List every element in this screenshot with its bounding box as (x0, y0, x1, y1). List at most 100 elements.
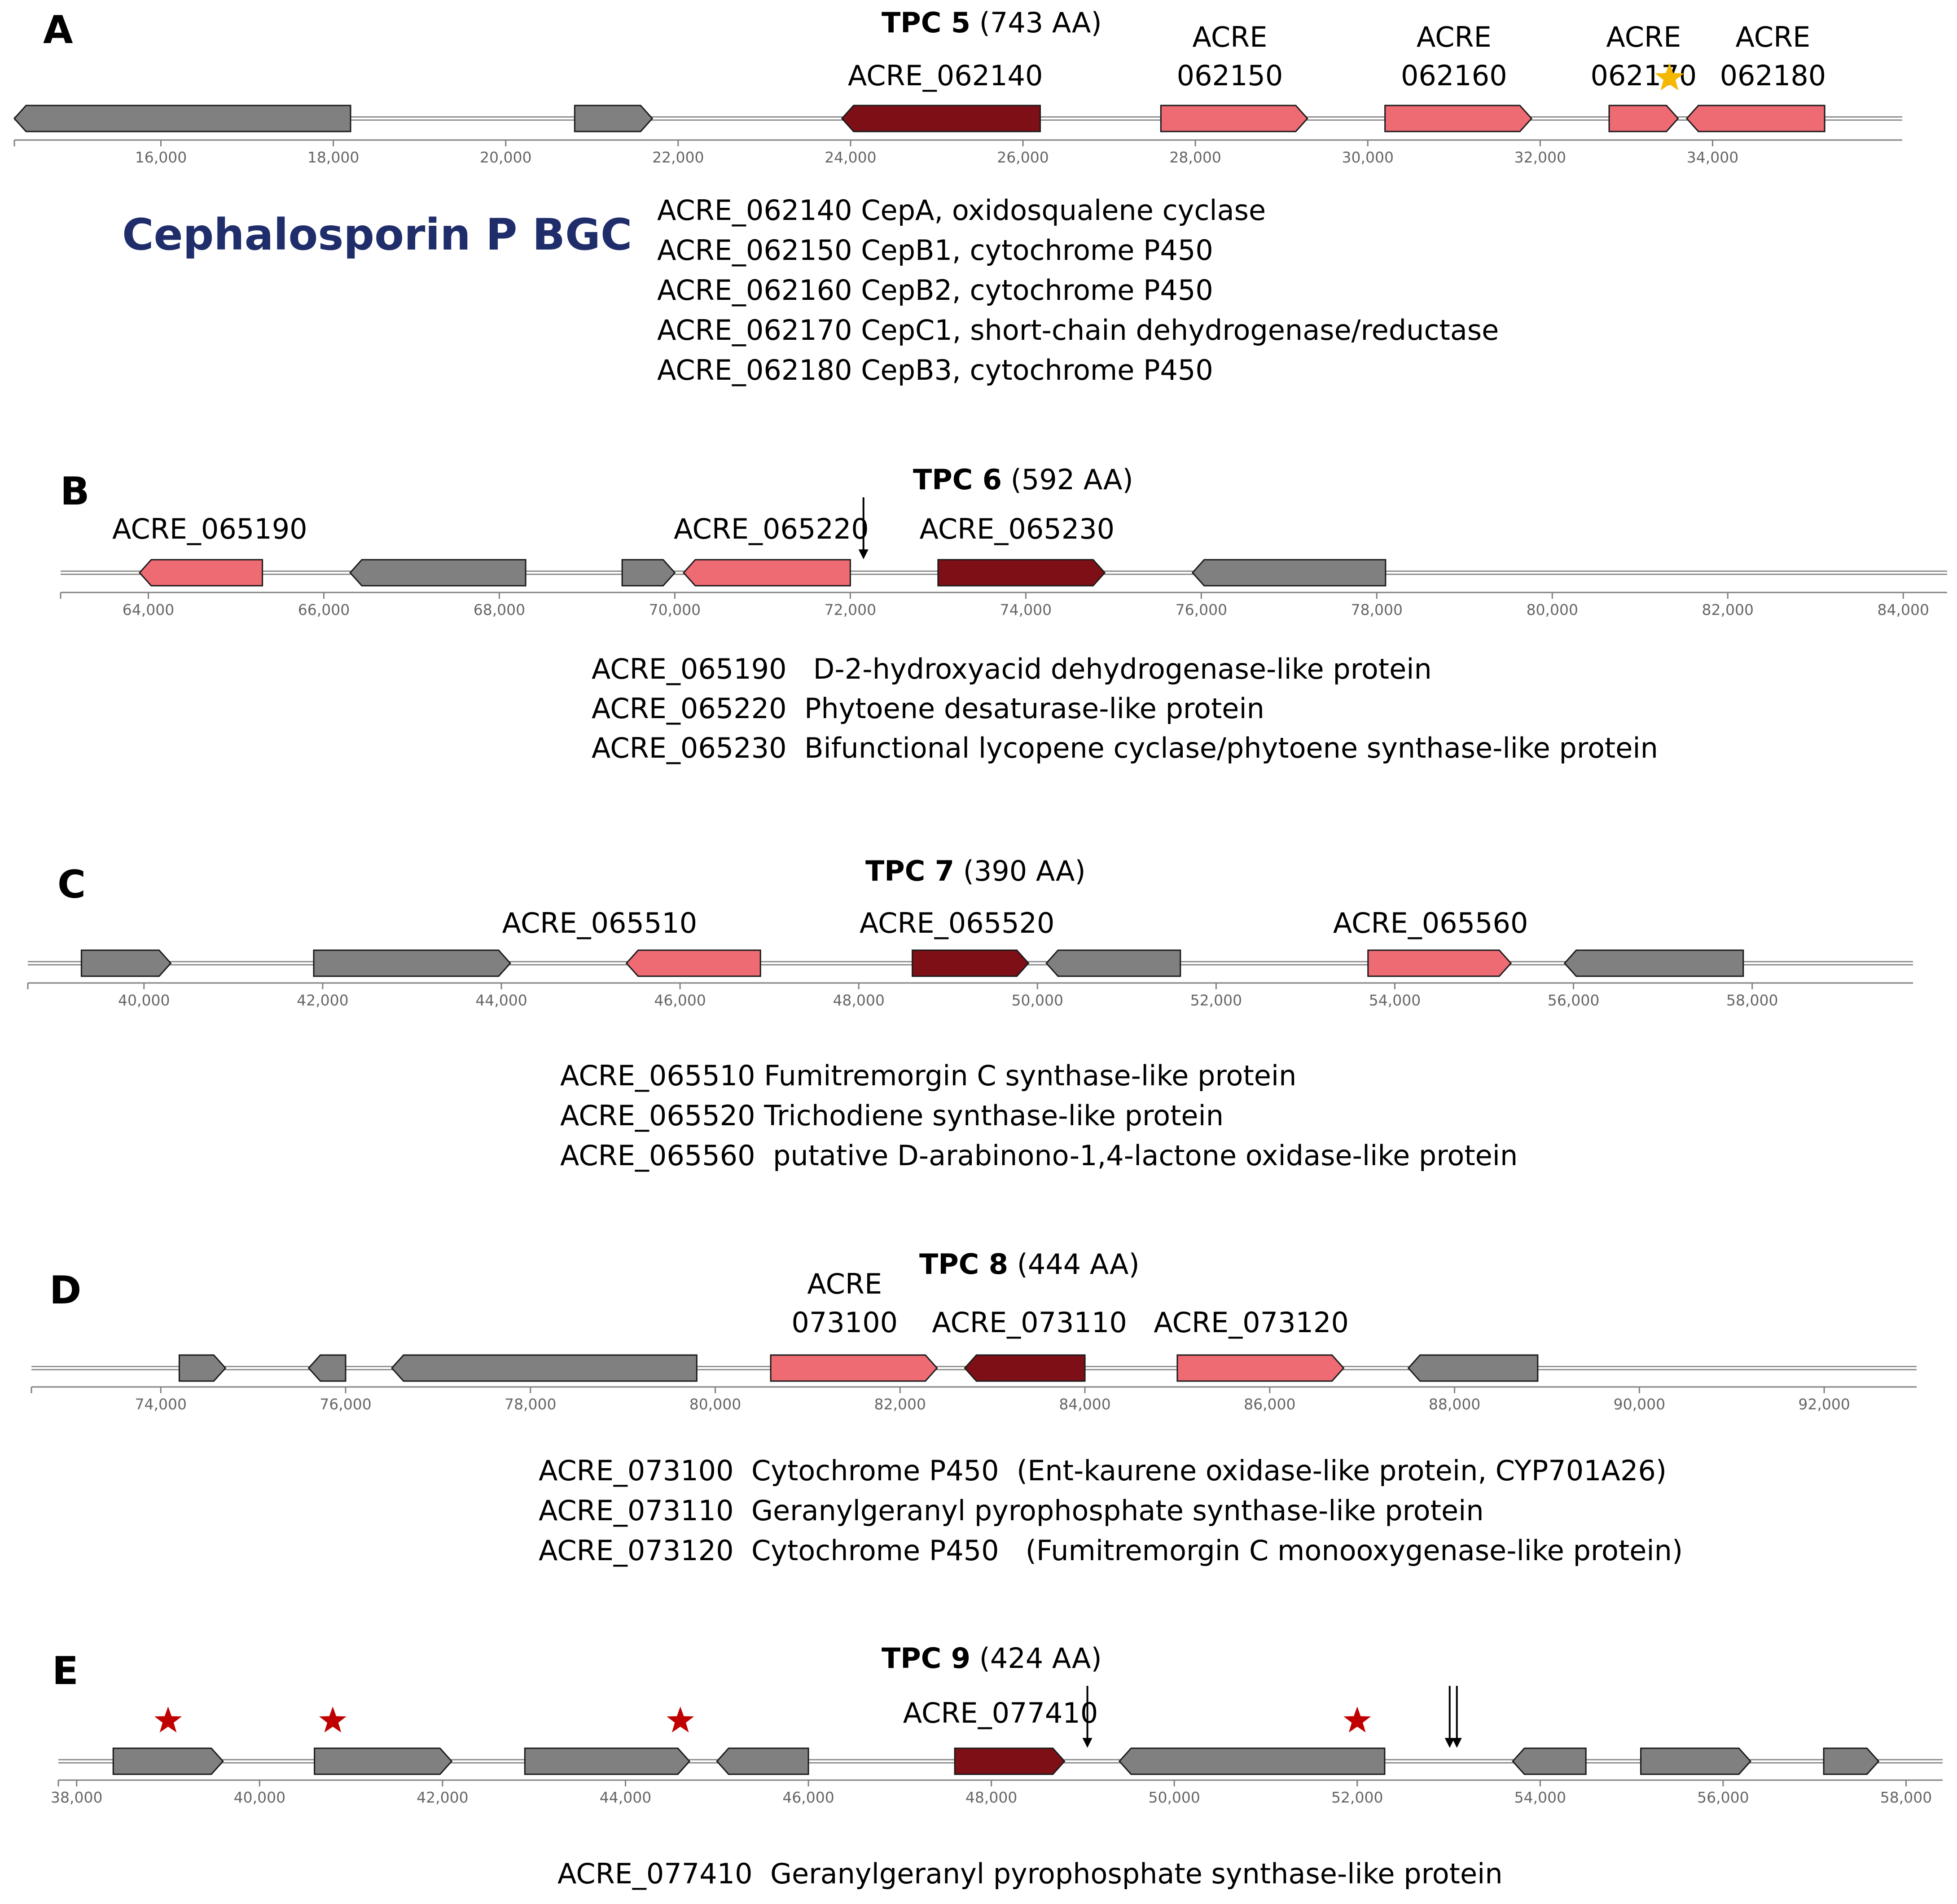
other-gene-arrow (1045, 949, 1181, 977)
axis-tick-label: 40,000 (118, 991, 170, 1009)
axis-tick-label: 50,000 (1148, 1789, 1200, 1806)
other-gene-arrow (178, 1354, 227, 1382)
axis-tick-label: 46,000 (782, 1789, 834, 1806)
arrow-head (1452, 1738, 1462, 1748)
axis-tick-label: 78,000 (505, 1395, 556, 1413)
gene-label: ACRE (1417, 21, 1492, 53)
gene-track (31, 1354, 1917, 1382)
arrow-head (858, 549, 869, 559)
gene-label: ACRE_065520 (860, 907, 1055, 939)
cluster-gene-arrow (138, 559, 263, 587)
panel-letter: C (57, 862, 86, 907)
axis-tick-label: 84,000 (1878, 601, 1929, 619)
other-gene-arrow (1823, 1747, 1880, 1775)
gene-description: ACRE_062140 CepA, oxidosqualene cyclase (657, 194, 1266, 227)
other-gene-arrow (349, 559, 527, 587)
panel-letter: E (52, 1649, 79, 1693)
axis-tick-label: 82,000 (874, 1395, 926, 1413)
gene-description: ACRE_065220 Phytoene desaturase-like pro… (592, 692, 1264, 725)
axis-tick-label: 82,000 (1702, 601, 1754, 619)
gene-labels: ACRE 073100 ACRE_073110 ACRE_073120 (791, 1268, 1348, 1339)
axis-tick-label: 44,000 (600, 1789, 651, 1806)
gene-label: ACRE_077410 (903, 1697, 1098, 1729)
axis-tick-label: 34,000 (1687, 149, 1738, 166)
axis-tick-label: 26,000 (997, 149, 1049, 166)
panel-a: A TPC 5 (743 AA) ACRE_062140 ACRE 062150 AC… (13, 6, 1902, 386)
axis-tick-label: 68,000 (474, 601, 525, 619)
tpc-size: (424 AA) (979, 1642, 1102, 1675)
axis-tick-label: 16,000 (135, 149, 187, 166)
axis-tick-label: 22,000 (652, 149, 704, 166)
other-gene-arrow (1512, 1747, 1587, 1775)
axis-tick-label: 92,000 (1798, 1395, 1850, 1413)
axis-tick-label: 42,000 (297, 991, 348, 1009)
axis-tick-label: 48,000 (833, 991, 884, 1009)
axis-tick-label: 64,000 (123, 601, 174, 619)
core-gene-arrow (937, 559, 1106, 587)
gene-description: ACRE_065560 putative D-arabinono-1,4-lac… (560, 1139, 1518, 1172)
core-gene-arrow (964, 1354, 1086, 1382)
gene-label: 062150 (1177, 59, 1283, 92)
axis-tick-label: 52,000 (1190, 991, 1242, 1009)
cluster-gene-arrow (1176, 1354, 1345, 1382)
gene-label: ACRE_065510 (502, 907, 698, 939)
gene-description: ACRE_077410 Geranylgeranyl pyrophosphate… (557, 1857, 1503, 1890)
axis-tick-label: 52,000 (1331, 1789, 1383, 1806)
gene-description: ACRE_062170 CepC1, short-chain dehydroge… (657, 314, 1499, 347)
coordinate-axis: 16,000 18,000 20,000 22,000 24,000 26,000 28,0… (13, 139, 1902, 166)
tpc-title: TPC 7 (390 AA) (865, 855, 1086, 887)
axis-tick-label: 40,000 (234, 1789, 285, 1806)
gene-label: ACRE_062140 (848, 59, 1043, 92)
axis-tick-label: 32,000 (1514, 149, 1566, 166)
tpc-title: TPC 9 (424 AA) (882, 1642, 1102, 1675)
other-gene-arrow (1563, 949, 1744, 977)
tpc-size: (444 AA) (1017, 1248, 1140, 1281)
tpc-size: (592 AA) (1011, 463, 1133, 496)
red-star-marker (667, 1707, 694, 1733)
gene-description: ACRE_073110 Geranylgeranyl pyrophosphate… (539, 1494, 1484, 1527)
core-gene-arrow (841, 105, 1041, 132)
axis-tick-label: 30,000 (1342, 149, 1394, 166)
gene-track (13, 105, 1902, 132)
axis-tick-label: 76,000 (1176, 601, 1227, 619)
gene-label: 073100 (791, 1306, 898, 1339)
axis-tick-label: 24,000 (825, 149, 876, 166)
axis-tick-label: 58,000 (1726, 991, 1778, 1009)
axis-tick-label: 66,000 (298, 601, 350, 619)
axis-tick-label: 42,000 (417, 1789, 468, 1806)
other-gene-arrow (391, 1354, 698, 1382)
panel-letter: A (43, 8, 73, 53)
gene-label: ACRE (1606, 21, 1681, 53)
other-gene-arrow (1407, 1354, 1539, 1382)
cluster-gene-arrow (625, 949, 761, 977)
other-gene-arrow (13, 105, 351, 132)
axis-tick-label: 48,000 (965, 1789, 1017, 1806)
gene-descriptions: ACRE_065190 D-2-hydroxyacid dehydrogenas… (592, 653, 1658, 764)
axis-tick-label: 74,000 (135, 1395, 187, 1413)
axis-tick-label: 88,000 (1429, 1395, 1480, 1413)
panel-c: C TPC 7 (390 AA) ACRE_065510 ACRE_065520 A… (27, 855, 1913, 1172)
gene-label: ACRE (1735, 21, 1810, 53)
tpc-name: TPC 8 (919, 1248, 1008, 1281)
tpc-name: TPC 7 (865, 855, 954, 887)
coordinate-axis: 38,000 40,000 42,000 44,000 46,000 48,000 50,0… (51, 1779, 1943, 1806)
gene-description: ACRE_073120 Cytochrome P450 (Fumitremorg… (539, 1534, 1683, 1567)
tpc-name: TPC 6 (913, 463, 1002, 496)
gene-label: ACRE_065230 (920, 513, 1115, 545)
other-gene-arrow (621, 559, 676, 587)
axis-tick-label: 44,000 (475, 991, 527, 1009)
cluster-gene-arrow (1384, 105, 1533, 132)
gene-label: ACRE_065190 (112, 513, 307, 545)
markers (1655, 63, 1684, 91)
cluster-title: Cephalosporin P BGC (122, 210, 632, 260)
gene-label: ACRE_065560 (1333, 907, 1528, 939)
panel-letter: B (60, 469, 90, 514)
red-star-marker (1343, 1707, 1371, 1733)
axis-tick-label: 54,000 (1514, 1789, 1566, 1806)
tpc-name: TPC 5 (882, 6, 970, 39)
tpc-size: (390 AA) (963, 855, 1086, 887)
gene-description: ACRE_065510 Fumitremorgin C synthase-lik… (560, 1059, 1296, 1092)
other-gene-arrow (80, 949, 172, 977)
red-star-marker (319, 1707, 347, 1733)
